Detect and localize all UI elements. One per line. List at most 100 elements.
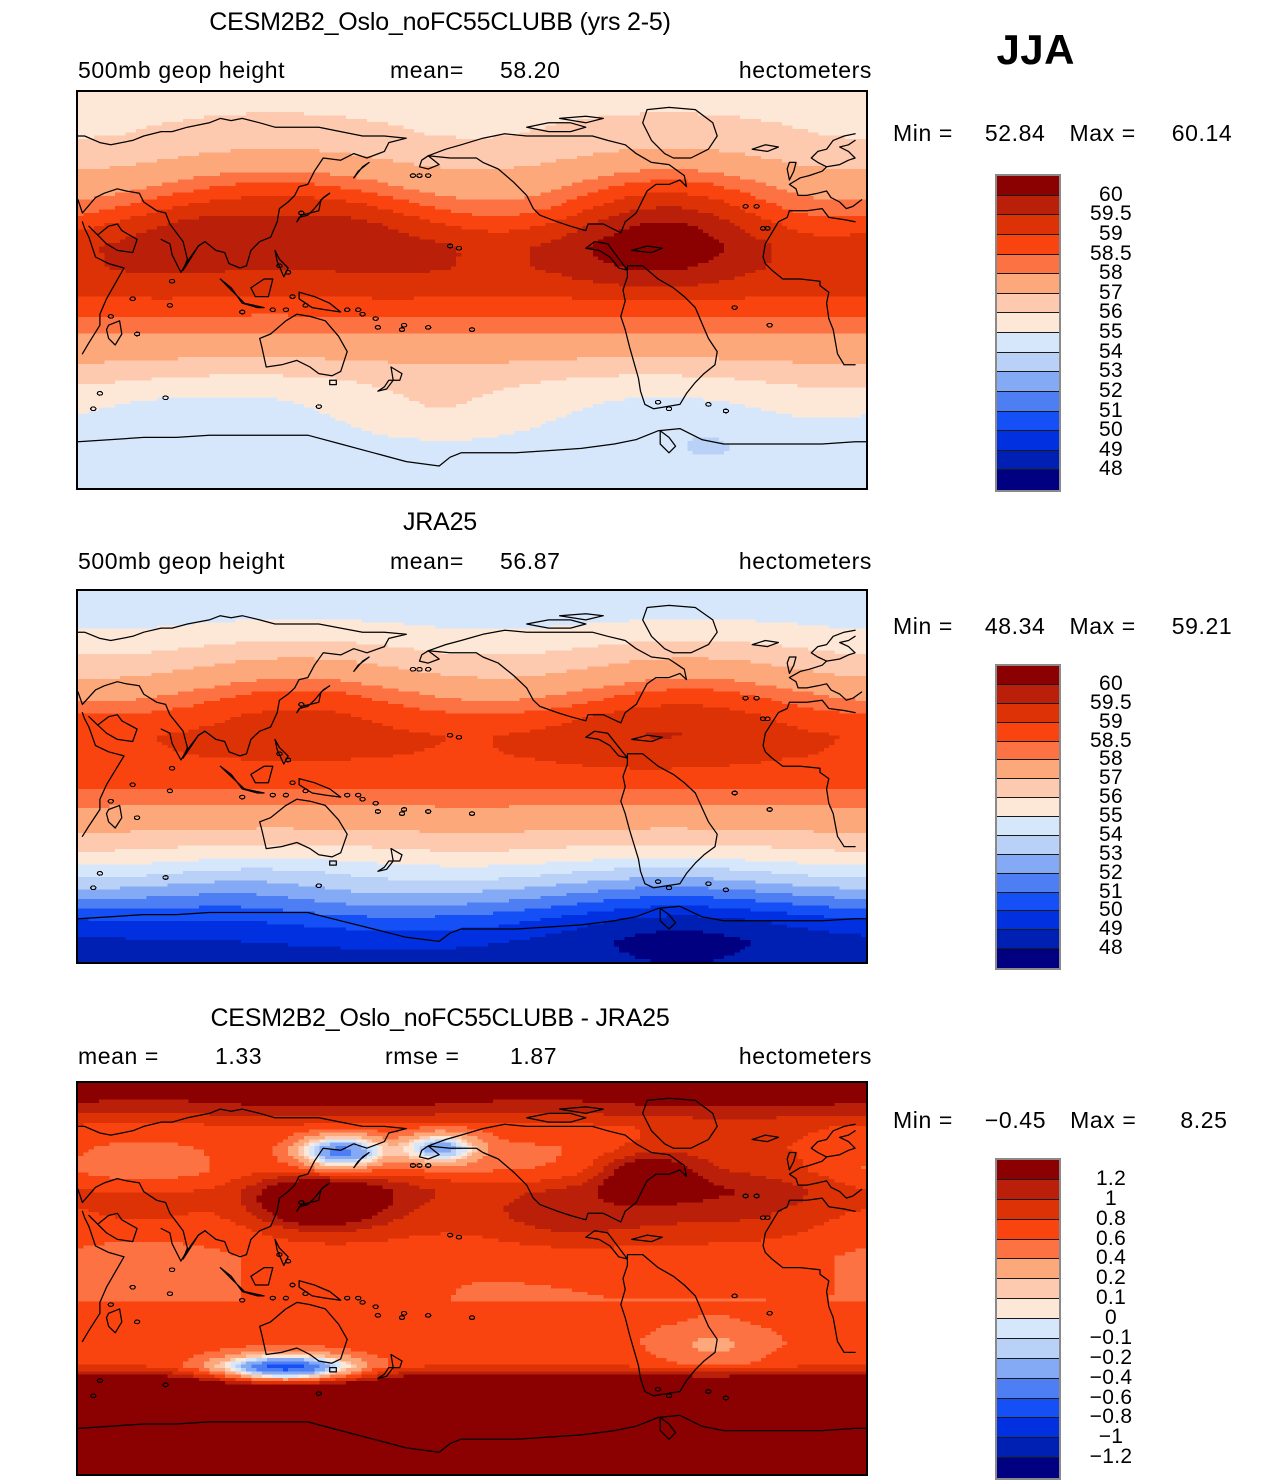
map-contour-diff[interactable]: [76, 1081, 868, 1476]
colorbar-swatch: [997, 873, 1059, 893]
colorbar-tick-label: 55: [1099, 320, 1123, 343]
colorbar-tick-label: 0.8: [1095, 1206, 1127, 1230]
max-label: Max =: [1069, 120, 1136, 146]
colorbar-tick-label: 59.5: [1089, 202, 1133, 226]
colorbar-tick-label: 58.5: [1089, 241, 1133, 265]
min-label: Min =: [893, 613, 953, 639]
colorbar-tick-label: 51: [1099, 879, 1123, 903]
colorbar-swatches: [995, 664, 1061, 970]
minmax-row: Min = −0.45 Max = 8.25: [893, 1107, 1233, 1134]
max-value: 60.14: [1171, 120, 1233, 146]
colorbar-tick-label: 0.6: [1095, 1226, 1127, 1250]
colorbar-tick-label: −0.8: [1089, 1405, 1133, 1429]
min-value: 52.84: [984, 120, 1046, 146]
colorbar-swatch: [997, 1319, 1059, 1339]
colorbar-tick-label: 59: [1099, 709, 1123, 733]
colorbar-tick-label: 50: [1099, 898, 1123, 922]
colorbar-tick-label: 48: [1099, 936, 1123, 960]
colorbar-tick-label: 0.1: [1095, 1286, 1127, 1310]
mean-value: 56.87: [500, 548, 561, 574]
colorbar-diff[interactable]: 1.2 1 0.8 0.6 0.4 0.2 0.1 0 −0.1 −0.2 −0.4 −0.6 −0.8…: [995, 1158, 1195, 1480]
panel-subheader: 500mb geop height mean= 58.20 hectometer…: [0, 57, 880, 83]
colorbar-tick-label: 0: [1105, 1306, 1117, 1329]
colorbar-swatch: [997, 1458, 1059, 1478]
colorbar-swatch: [997, 1199, 1059, 1220]
mean-value: 58.20: [500, 57, 561, 83]
units-label: hectometers: [738, 1043, 872, 1069]
colorbar-tick-label: 53: [1099, 841, 1123, 865]
colorbar-tick-label: 56: [1099, 300, 1123, 324]
colorbar-tick-label: 58: [1099, 747, 1123, 771]
colorbar-swatch: [997, 333, 1059, 353]
units-label: hectometers: [738, 57, 872, 83]
colorbar-swatch: [997, 1259, 1059, 1280]
colorbar-swatch: [997, 798, 1059, 817]
colorbar-tick-label: 51: [1099, 398, 1123, 422]
panel-subheader: mean = 1.33 rmse = 1.87 hectometers: [0, 1043, 880, 1069]
colorbar-swatch: [997, 684, 1059, 704]
colorbar-swatch: [997, 741, 1059, 761]
colorbar-tick-label: 52: [1099, 860, 1123, 884]
colorbar-swatch: [997, 431, 1059, 451]
minmax-row: Min = 52.84 Max = 60.14: [893, 120, 1233, 147]
map-contour-obs[interactable]: [76, 589, 868, 964]
rmse-value: 1.87: [510, 1043, 558, 1069]
colorbar-tick-label: 58.5: [1089, 728, 1133, 752]
colorbar-swatch: [997, 1160, 1059, 1180]
season-label: JJA: [996, 26, 1075, 73]
colorbar-obs[interactable]: 60 59.5 59 58.5 58 57 56 55 54 53 52 51 50 49 48: [995, 664, 1195, 970]
colorbar-tick-label: 54: [1099, 339, 1123, 363]
colorbar-swatch: [997, 1219, 1059, 1240]
colorbar-tick-label: 57: [1099, 766, 1123, 790]
units-label: hectometers: [738, 548, 872, 574]
colorbar-swatch: [997, 817, 1059, 836]
colorbar-swatch: [997, 1338, 1059, 1359]
max-label: Max =: [1069, 613, 1136, 639]
colorbar-swatch: [997, 854, 1059, 874]
max-value: 59.21: [1171, 613, 1233, 639]
colorbar-swatch: [997, 1279, 1059, 1300]
map-contour-model[interactable]: [76, 90, 868, 490]
colorbar-tick-label: 48: [1099, 457, 1123, 481]
colorbar-swatch: [997, 1239, 1059, 1260]
colorbar-tick-label: 60: [1099, 182, 1123, 206]
panel-title: CESM2B2_Oslo_noFC55CLUBB - JRA25: [210, 1004, 670, 1032]
colorbar-swatch: [997, 450, 1059, 471]
colorbar-tick-label: 49: [1099, 917, 1123, 941]
colorbar-swatch: [997, 779, 1059, 799]
colorbar-swatch: [997, 892, 1059, 912]
colorbar-swatch: [997, 470, 1059, 490]
colorbar-swatch: [997, 293, 1059, 314]
colorbar-tick-label: 58: [1099, 261, 1123, 285]
colorbar-tick-label: −0.6: [1089, 1385, 1133, 1409]
rmse-label: rmse =: [385, 1043, 460, 1069]
colorbar-swatch: [997, 835, 1059, 855]
panel-subheader: 500mb geop height mean= 56.87 hectometer…: [0, 548, 880, 574]
minmax-row: Min = 48.34 Max = 59.21: [893, 613, 1233, 640]
colorbar-swatch: [997, 911, 1059, 931]
colorbar-swatch: [997, 176, 1059, 196]
colorbar-tick-label: 49: [1099, 437, 1123, 461]
colorbar-tick-label: 59.5: [1089, 690, 1133, 714]
colorbar-tick-label: 53: [1099, 359, 1123, 383]
field-label: 500mb geop height: [78, 57, 286, 83]
colorbar-swatch: [997, 703, 1059, 723]
colorbar-swatch: [997, 234, 1059, 255]
colorbar-tick-label: 59: [1099, 221, 1123, 245]
colorbar-swatch: [997, 949, 1059, 968]
mean-label: mean=: [390, 548, 464, 574]
mean-label: mean =: [78, 1043, 159, 1069]
colorbar-tick-label: −1.2: [1089, 1445, 1133, 1469]
colorbar-swatch: [997, 666, 1059, 685]
panel-title: CESM2B2_Oslo_noFC55CLUBB (yrs 2-5): [209, 8, 671, 36]
colorbar-swatch: [997, 1179, 1059, 1200]
colorbar-swatch: [997, 391, 1059, 412]
min-value: −0.45: [984, 1107, 1047, 1133]
colorbar-tick-label: 60: [1099, 671, 1123, 695]
colorbar-model[interactable]: 60 59.5 59 58.5 58 57 56 55 54 53 52 51 50 49 48: [995, 174, 1195, 492]
mean-label: mean=: [390, 57, 464, 83]
min-label: Min =: [893, 1107, 953, 1133]
colorbar-swatch: [997, 195, 1059, 216]
colorbar-swatch: [997, 313, 1059, 333]
colorbar-swatch: [997, 1398, 1059, 1419]
